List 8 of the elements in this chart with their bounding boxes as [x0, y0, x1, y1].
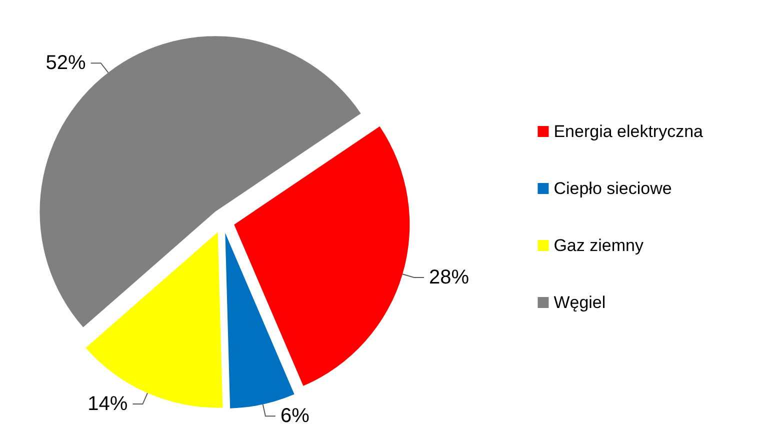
legend-label: Gaz ziemny: [554, 236, 644, 255]
data-label: 14%: [88, 393, 128, 416]
legend-label: Energia elektryczna: [554, 122, 704, 141]
data-label: 28%: [429, 266, 470, 289]
data-label: 6%: [280, 405, 310, 428]
legend-label: Węgiel: [554, 293, 606, 312]
legend-label: Ciepło sieciowe: [554, 179, 672, 198]
data-label: 52%: [46, 52, 86, 74]
